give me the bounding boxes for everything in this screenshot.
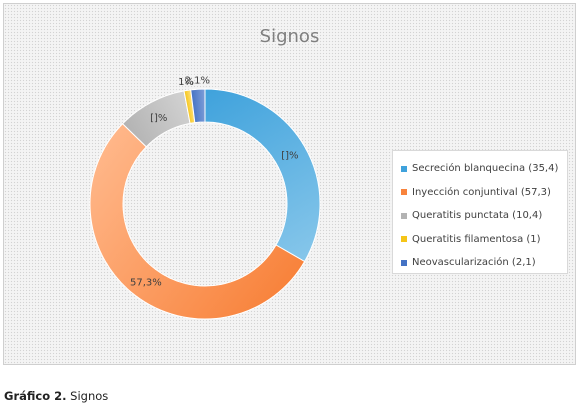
- data-label-queratitis-filamentosa: 1%: [178, 77, 194, 88]
- legend-item-neovascularizacion: Neovascularización (2,1): [401, 251, 567, 275]
- legend-label: Neovascularización (2,1): [412, 257, 536, 269]
- legend-label: Queratitis filamentosa (1): [412, 233, 541, 245]
- chart-area: Signos []% 57,3% []% 1% 2,1% Secreción blanq…: [3, 3, 576, 365]
- legend-label: Secreción blanquecina (35,4): [412, 163, 559, 175]
- legend-swatch: [401, 212, 407, 219]
- slice-secrecion: [204, 88, 321, 263]
- data-label-neovascularizacion: 2,1%: [185, 76, 210, 87]
- figure-caption: Gráfico 2. Signos: [4, 389, 108, 403]
- caption-text: Signos: [66, 389, 109, 403]
- legend-item-secrecion: Secreción blanquecina (35,4): [401, 157, 567, 181]
- legend-label: Queratitis punctata (10,4): [412, 210, 543, 222]
- legend-label: Inyección conjuntival (57,3): [412, 186, 551, 198]
- donut-chart: []% 57,3% []% 1%2,1%: [89, 76, 321, 320]
- legend-swatch: [401, 189, 407, 196]
- legend-item-queratitis-filamentosa: Queratitis filamentosa (1): [401, 228, 567, 252]
- data-label-queratitis-punctata: []%: [150, 113, 167, 124]
- legend-item-queratitis-punctata: Queratitis punctata (10,4): [401, 204, 567, 228]
- slice-inyeccion: [89, 123, 306, 320]
- legend-item-inyeccion: Inyección conjuntival (57,3): [401, 181, 567, 205]
- legend-swatch: [401, 259, 407, 266]
- slice-neovascularizacion: [190, 88, 206, 124]
- legend-swatch: [401, 236, 407, 243]
- caption-prefix: Gráfico 2.: [4, 389, 67, 403]
- data-label-inyeccion: 57,3%: [130, 278, 162, 289]
- chart-legend: Secreción blanquecina (35,4) Inyección co…: [392, 150, 568, 274]
- legend-swatch: [401, 165, 407, 172]
- chart-title: Signos: [259, 26, 320, 47]
- data-label-secrecion: []%: [281, 151, 298, 162]
